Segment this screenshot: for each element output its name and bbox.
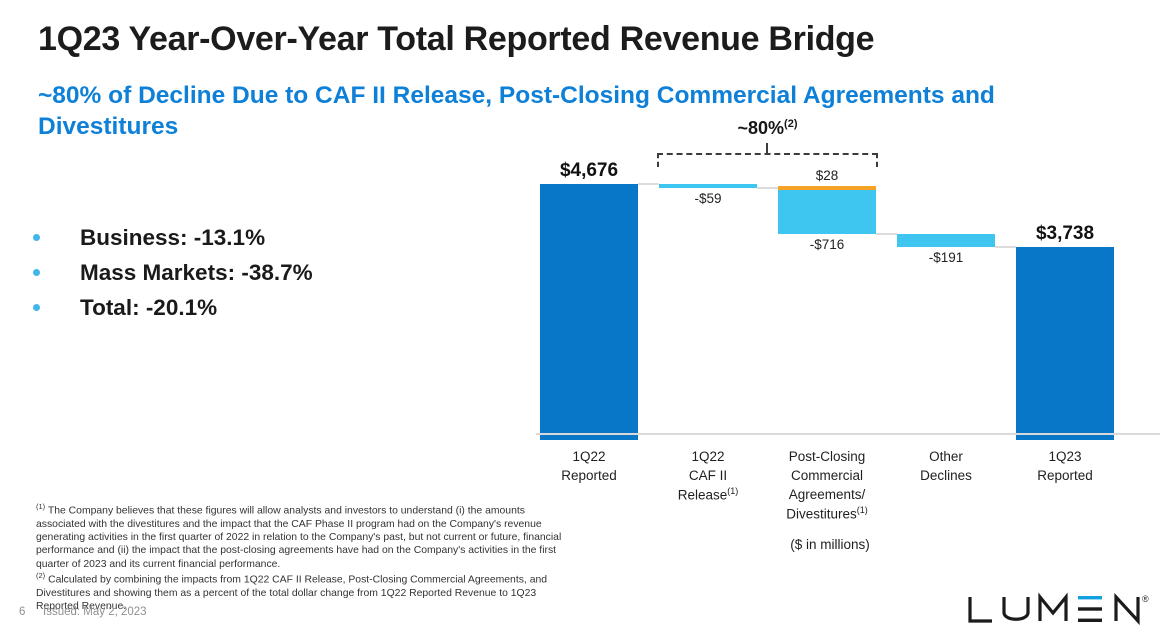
- bar-value-label: $28: [815, 168, 839, 184]
- category-label: 1Q23 Reported: [1000, 447, 1130, 485]
- bar-total: [540, 184, 638, 440]
- logo-letter-N: [1114, 592, 1140, 626]
- bar-value-label: $4,676: [559, 160, 619, 181]
- bullet-text: Mass Markets: -38.7%: [80, 260, 313, 285]
- logo-letter-U: [1002, 597, 1030, 621]
- category-label-line: Declines: [920, 468, 972, 484]
- category-label-line: Reported: [1037, 468, 1093, 484]
- bullet-text: Total: -20.1%: [80, 295, 218, 320]
- logo-letter-E: [1078, 596, 1102, 622]
- footnote-1-marker: (1): [36, 502, 46, 511]
- logo-letter-L: [968, 597, 992, 623]
- category-label: 1Q22 Reported: [524, 447, 654, 485]
- connector-line: [876, 233, 897, 236]
- bullet-item: Business: -13.1%: [33, 224, 313, 251]
- bracket-label-text: ~80%: [737, 118, 785, 138]
- connector-line: [638, 183, 659, 185]
- lumen-logo-icon: ®: [968, 592, 1149, 626]
- connector-line: [995, 246, 1016, 248]
- category-label: Post-Closing Commercial Agreements/Divesti…: [762, 447, 892, 524]
- logo-e-top-bar-blue: [1078, 596, 1102, 600]
- page-number: 6: [19, 606, 26, 618]
- units-note: ($ in millions): [790, 537, 870, 552]
- issued-date: Issued: May 2, 2023: [43, 606, 147, 618]
- category-label-line: Other: [929, 449, 963, 464]
- bar-segment: [659, 184, 757, 188]
- footnote-2-text: Calculated by combining the impacts from…: [36, 574, 548, 613]
- bracket-label-superscript: (2): [784, 118, 798, 130]
- slide-subtitle: ~80% of Decline Due to CAF II Release, P…: [38, 82, 995, 141]
- category-label-line: 1Q22: [691, 449, 725, 464]
- category-label-line: Reported: [561, 468, 617, 484]
- logo-letter-M: [1038, 592, 1068, 621]
- bracket-label: ~80%(2): [657, 118, 878, 139]
- bracket-right-tick: [876, 153, 878, 167]
- category-label: Other Declines: [881, 447, 1011, 485]
- bar-value-label: $3,738: [1035, 223, 1095, 244]
- bullet-text: Business: -13.1%: [80, 225, 266, 250]
- bullet-list: Business: -13.1% Mass Markets: -38.7% To…: [33, 224, 313, 329]
- bar-value-label: -$59: [694, 190, 722, 206]
- category-label: 1Q22 CAF II Release(1): [643, 447, 773, 505]
- bullet-dot-icon: [33, 269, 40, 276]
- bracket-left-tick: [657, 153, 659, 167]
- footnote-2-marker: (2): [36, 571, 46, 581]
- footnote-1: (1) The Company believes that these figu…: [36, 502, 577, 571]
- category-label-line: Divestitures(1): [786, 505, 868, 522]
- category-label-line: Commercial: [790, 468, 863, 484]
- slide-title: 1Q23 Year-Over-Year Total Reported Reven…: [38, 20, 875, 58]
- bullet-item: Mass Markets: -38.7%: [33, 259, 313, 286]
- bracket-center-tick: [766, 143, 768, 153]
- connector-line: [757, 186, 778, 189]
- registered-mark: ®: [1142, 594, 1149, 604]
- bullet-item: Total: -20.1%: [33, 294, 313, 321]
- category-label-line: Agreements/: [788, 487, 866, 503]
- x-axis-line: [536, 433, 1160, 435]
- category-label-line: Post-Closing: [788, 449, 866, 464]
- bar-value-label: -$191: [928, 250, 964, 265]
- bar-segment: [897, 234, 995, 247]
- category-label-line: CAF II: [688, 468, 728, 484]
- bar-total: [1016, 247, 1114, 440]
- bullet-dot-icon: [33, 304, 40, 311]
- footnote-2: (2) Calculated by combining the impacts …: [36, 571, 577, 613]
- category-label-line: 1Q22: [572, 449, 606, 464]
- category-label-line: 1Q23: [1048, 449, 1082, 464]
- footnotes: (1) The Company believes that these figu…: [36, 502, 577, 613]
- category-label-line: Release(1): [677, 486, 739, 503]
- bullet-dot-icon: [33, 234, 40, 241]
- bar-value-label: -$716: [809, 237, 845, 253]
- bar-segment: [778, 186, 876, 190]
- footnote-1-text: The Company believes that these figures …: [36, 505, 562, 570]
- bar-segment: [778, 189, 876, 235]
- lumen-logo: ®: [966, 592, 1152, 628]
- bracket-horizontal-line: [657, 153, 878, 155]
